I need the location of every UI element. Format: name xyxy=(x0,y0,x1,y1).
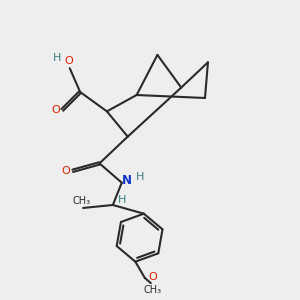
Text: O: O xyxy=(51,105,60,115)
Text: CH₃: CH₃ xyxy=(143,285,161,295)
Text: O: O xyxy=(64,56,73,66)
Text: O: O xyxy=(148,272,157,281)
Text: H: H xyxy=(135,172,144,182)
Text: O: O xyxy=(62,166,70,176)
Text: N: N xyxy=(122,174,132,187)
Text: H: H xyxy=(53,53,61,63)
Text: CH₃: CH₃ xyxy=(73,196,91,206)
Text: H: H xyxy=(118,195,127,205)
